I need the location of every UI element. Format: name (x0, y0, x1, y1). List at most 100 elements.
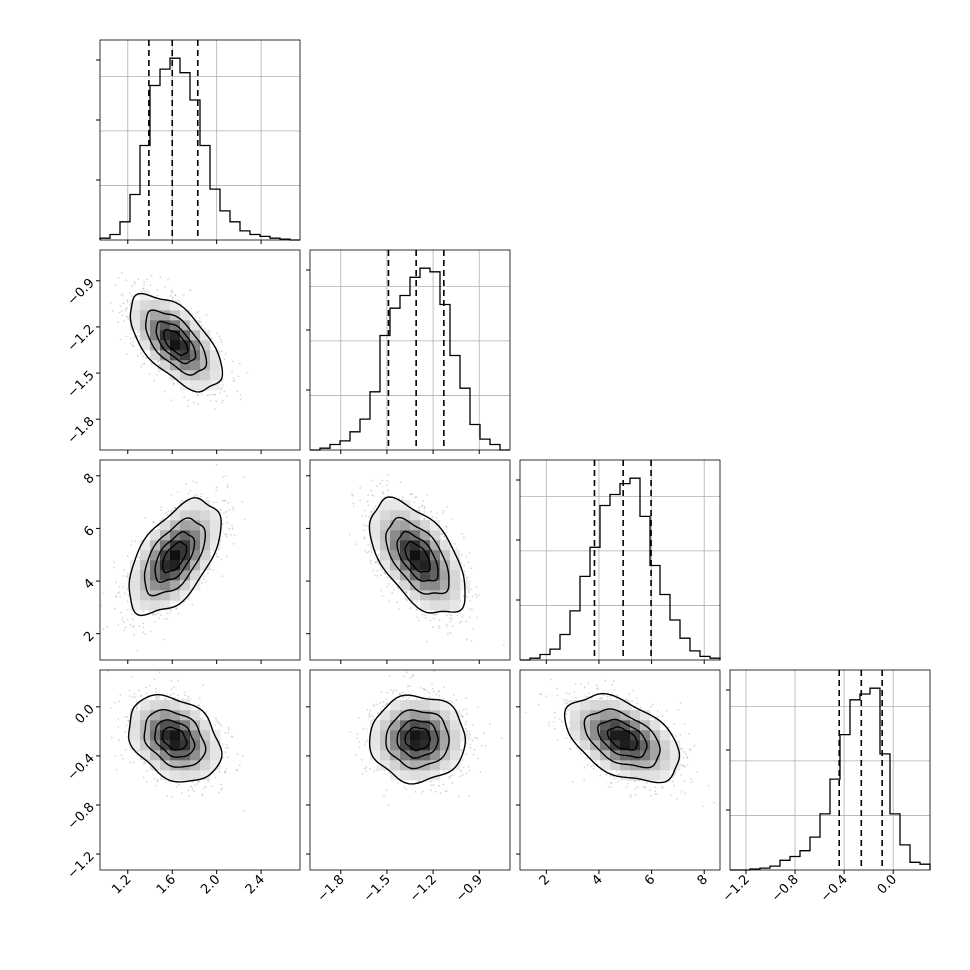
scatter-point (221, 386, 223, 389)
scatter-point (472, 627, 474, 630)
scatter-point (226, 484, 229, 487)
scatter-point (145, 357, 148, 359)
scatter-point (451, 518, 454, 520)
scatter-point (205, 497, 208, 500)
scatter-point (410, 493, 413, 495)
scatter-point (236, 753, 239, 756)
scatter-point (155, 691, 157, 694)
scatter-point (424, 617, 427, 620)
scatter-point (107, 670, 110, 673)
scatter-point (126, 575, 128, 578)
scatter-point (438, 627, 441, 630)
scatter-point (123, 320, 126, 323)
scatter-point (111, 309, 114, 312)
scatter-point (87, 681, 89, 683)
scatter-point (170, 679, 173, 682)
scatter-point (123, 592, 126, 595)
scatter-point (164, 697, 167, 700)
scatter-point (441, 533, 443, 536)
scatter-point (237, 375, 240, 378)
scatter-point (146, 770, 149, 772)
scatter-point (468, 552, 471, 554)
scatter-point (142, 288, 145, 290)
scatter-point (470, 588, 473, 591)
scatter-point (204, 580, 207, 583)
scatter-point (130, 708, 133, 710)
scatter-point (465, 620, 468, 623)
scatter-point (113, 607, 116, 610)
scatter-point (125, 279, 128, 282)
scatter-point (126, 618, 129, 621)
scatter-point (151, 613, 154, 616)
scatter-point (169, 605, 172, 608)
scatter-point (214, 717, 217, 719)
scatter-point (469, 599, 472, 602)
scatter-point (155, 687, 158, 690)
scatter-point (443, 536, 446, 538)
scatter-point (372, 494, 375, 497)
scatter-point (156, 294, 159, 297)
scatter-point (475, 595, 478, 598)
scatter-point (124, 626, 127, 629)
scatter-point (133, 633, 135, 636)
scatter-point (82, 640, 84, 642)
scatter-point (220, 388, 222, 391)
scatter-point (374, 505, 377, 508)
scatter-point (220, 341, 223, 343)
scatter-point (462, 594, 465, 597)
scatter-point (387, 570, 390, 573)
scatter-point (380, 574, 382, 577)
scatter-point (153, 620, 156, 623)
scatter-point (197, 310, 200, 313)
scatter-point (225, 746, 228, 749)
scatter-point (442, 510, 445, 512)
scatter-point (166, 513, 169, 516)
scatter-point (114, 284, 117, 287)
scatter-point (156, 289, 159, 291)
scatter-point (218, 335, 221, 338)
scatter-point (127, 572, 129, 574)
scatter-point (224, 475, 227, 478)
scatter-point (152, 612, 155, 615)
scatter-point (225, 510, 228, 513)
scatter-point (377, 553, 380, 556)
scatter-point (156, 779, 159, 782)
scatter-point (352, 506, 355, 508)
scatter-point (387, 582, 390, 585)
scatter-point (416, 616, 419, 619)
scatter-point (198, 697, 201, 699)
scatter-point (117, 725, 120, 728)
scatter-point (365, 524, 368, 527)
scatter-point (432, 626, 434, 629)
scatter-point (170, 494, 173, 496)
scatter-point (136, 331, 139, 334)
scatter-point (225, 516, 228, 518)
scatter-point (463, 564, 465, 566)
scatter-point (213, 393, 216, 396)
scatter-point (136, 355, 139, 357)
scatter-point (157, 360, 160, 363)
scatter-point (214, 393, 217, 396)
scatter-point (143, 281, 146, 283)
scatter-point (113, 701, 116, 704)
scatter-point (467, 561, 470, 564)
scatter-point (187, 405, 190, 408)
scatter-point (415, 496, 418, 498)
scatter-point (503, 644, 505, 646)
scatter-point (195, 493, 198, 496)
scatter-point (214, 776, 217, 779)
scatter-point (113, 561, 115, 563)
scatter-point (433, 617, 435, 620)
scatter-point (243, 476, 246, 478)
scatter-point (110, 736, 113, 739)
scatter-point (222, 499, 225, 502)
scatter-point (191, 313, 194, 316)
scatter-point (127, 318, 130, 320)
scatter-point (131, 613, 133, 616)
scatter-point (170, 399, 173, 401)
scatter-point (215, 719, 218, 721)
scatter-point (465, 556, 468, 558)
scatter-point (142, 776, 145, 779)
scatter-point (183, 601, 186, 603)
scatter-point (167, 510, 170, 513)
